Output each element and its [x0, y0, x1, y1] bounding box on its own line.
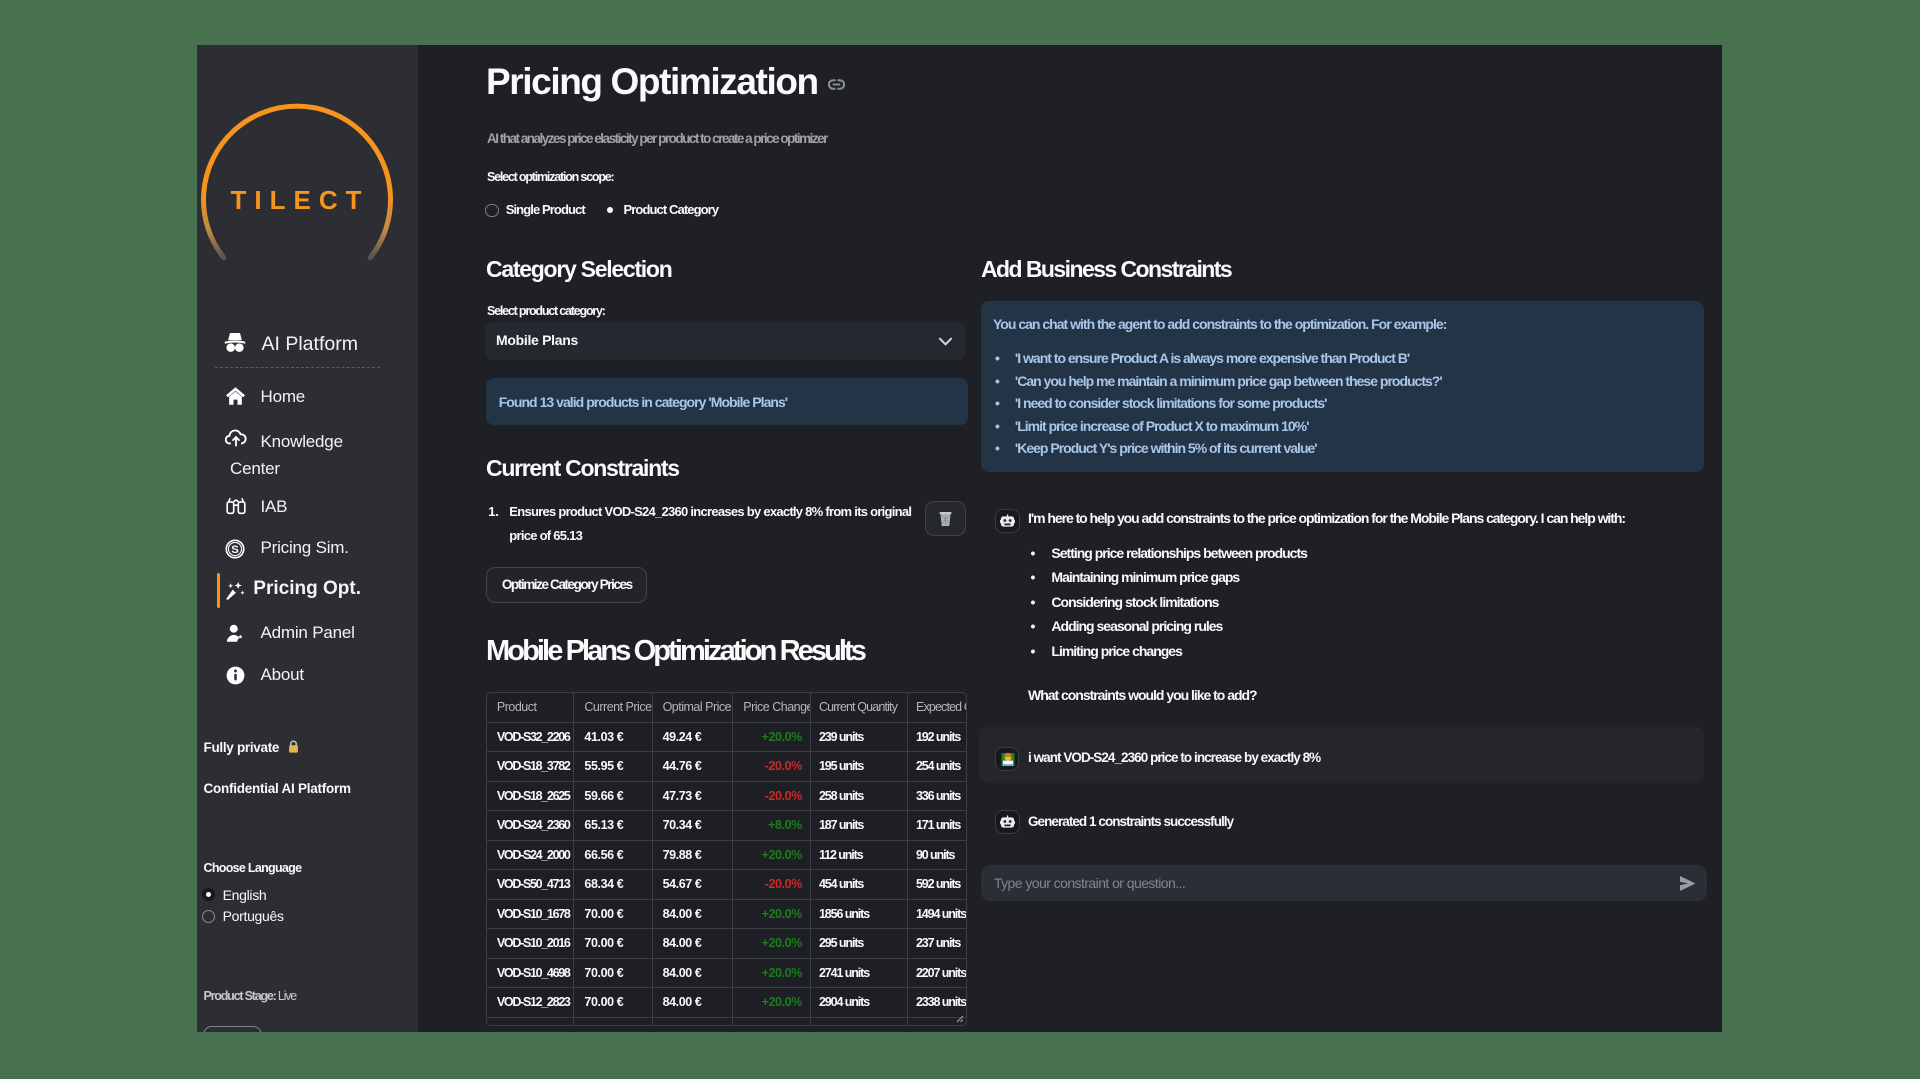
svg-text:TILECT: TILECT	[231, 185, 370, 215]
svg-text:S: S	[231, 544, 239, 556]
